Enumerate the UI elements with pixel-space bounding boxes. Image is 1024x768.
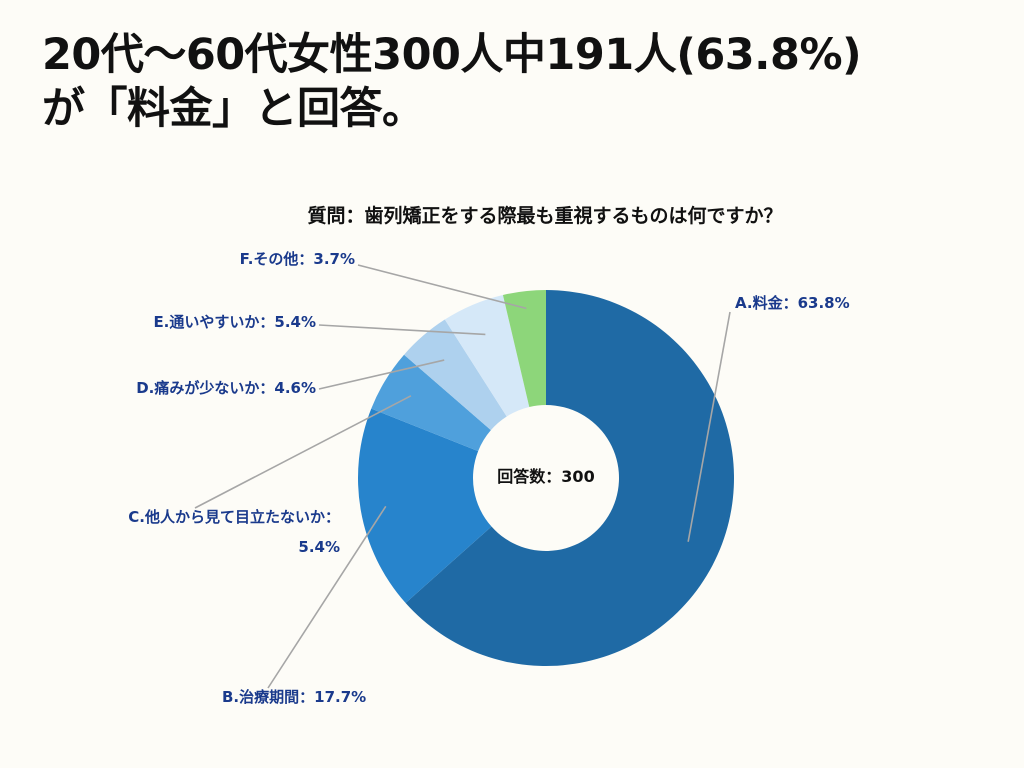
slice-f (502, 290, 546, 407)
slice-label-f: F.その他：3.7% (240, 250, 355, 268)
slice-label-b: B.治療期間：17.7% (222, 688, 366, 706)
slice-label-c: 5.4% (298, 538, 340, 556)
chart-title: 質問：歯列矯正をする際最も重視するものは何ですか？ (307, 204, 782, 227)
page-headline: 20代〜60代女性300人中191人(63.8%) が「料金」と回答。 (42, 28, 1002, 136)
slice-label-c: C.他人から見て目立たないか： (128, 508, 340, 526)
leader-line-a (687, 311, 731, 542)
slice-a (405, 290, 734, 666)
slice-d (404, 319, 507, 431)
center-total-label: 回答数：300 (497, 467, 594, 486)
headline-line-2: が「料金」と回答。 (42, 84, 425, 134)
slice-e (444, 294, 530, 417)
leader-line-c (194, 395, 412, 509)
leader-line-b (267, 505, 387, 689)
leader-line-d (318, 359, 445, 390)
slice-label-d: D.痛みが少ないか：4.6% (136, 379, 316, 397)
headline-line-1: 20代〜60代女性300人中191人(63.8%) (42, 30, 862, 80)
leader-line-f (357, 264, 527, 310)
slice-c (371, 354, 491, 452)
slice-label-e: E.通いやすいか：5.4% (153, 313, 316, 331)
slice-label-a: A.料金：63.8% (735, 294, 850, 312)
leader-lines (194, 264, 731, 689)
leader-line-e (318, 324, 486, 336)
donut-slices (358, 290, 734, 666)
slice-labels: A.料金：63.8% B.治療期間：17.7% C.他人から見て目立たないか： 5.4… (128, 250, 849, 706)
slice-b (358, 408, 492, 604)
